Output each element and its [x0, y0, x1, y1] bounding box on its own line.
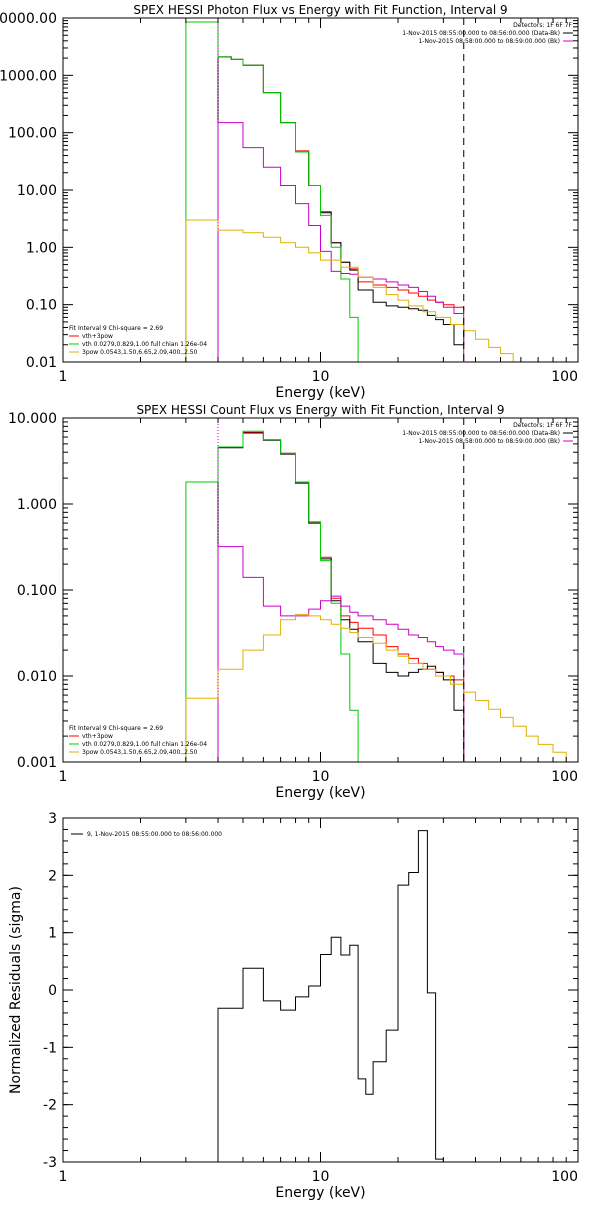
legend-bottom-left-text: 3pow 0.0543,1.50,6.65,2.09,400.,2.50: [82, 749, 198, 756]
legend-bottom-left-text: vth 0.0279,0.829,1.00 full chian 1.26e-0…: [82, 741, 207, 748]
y-tick-label: 0.010: [17, 669, 57, 685]
x-tick-label: 10: [312, 369, 330, 385]
y-tick-label: 0.01: [26, 355, 57, 371]
legend-top-right-text: Detectors: 1F 6F 7F: [513, 422, 572, 429]
legend-bottom-left-text: Fit Interval 9 Chi-square = 2.69: [69, 325, 163, 332]
axes-frame: [62, 817, 579, 1163]
y-tick-label: 0.10: [26, 298, 57, 314]
y-tick-label: 10000.00: [0, 11, 57, 27]
y-tick-label: 3: [48, 811, 57, 827]
series-line-4: [185, 613, 578, 762]
x-tick-label: 100: [551, 1169, 578, 1185]
chart-title: SPEX HESSI Photon Flux vs Energy with Fi…: [133, 3, 507, 17]
series-line-4: [185, 219, 527, 362]
y-tick-label: 1: [48, 926, 57, 942]
y-tick-label: -3: [43, 1155, 57, 1171]
y-tick-label: 1.000: [17, 497, 57, 513]
legend-top-right-text: 1-Nov-2015 08:55:00.000 to 08:56:00.000 …: [402, 30, 560, 37]
plot-area: [185, 430, 578, 762]
legend-bottom-left-text: vth 0.0279,0.829,1.00 full chian 1.26e-0…: [82, 341, 207, 348]
photon-flux-panel: SPEX HESSI Photon Flux vs Energy with Fi…: [0, 3, 579, 401]
x-tick-label: 1: [59, 369, 68, 385]
legend-bottom-left-text: 3pow 0.0543,1.50,6.65,2.09,400.,2.50: [82, 349, 198, 356]
chart-title: SPEX HESSI Count Flux vs Energy with Fit…: [136, 403, 504, 417]
legend-bottom-left-text: vth+3pow: [82, 733, 113, 740]
x-tick-label: 100: [551, 769, 578, 785]
x-tick-label: 10: [312, 769, 330, 785]
y-axis-label: Normalized Residuals (sigma): [8, 886, 24, 1094]
legend-bottom-left-text: vth+3pow: [82, 333, 113, 340]
y-tick-label: 1000.00: [0, 68, 57, 84]
series-line-3: [217, 546, 465, 762]
legend-top-left-text: 9, 1-Nov-2015 08:55:00.000 to 08:56:00.0…: [87, 831, 222, 838]
legend-top-right-text: 1-Nov-2015 08:58:00.000 to 08:59:00.000 …: [418, 438, 560, 445]
y-tick-label: 0: [48, 983, 57, 999]
legend-top-right-text: Detectors: 1F 6F 7F: [513, 22, 572, 29]
legend-top-right-text: 1-Nov-2015 08:58:00.000 to 08:59:00.000 …: [418, 38, 560, 45]
x-axis-label: Energy (keV): [275, 785, 365, 801]
x-tick-label: 1: [59, 1169, 68, 1185]
legend-bottom-left-text: Fit Interval 9 Chi-square = 2.69: [69, 725, 163, 732]
y-tick-label: 100.00: [8, 126, 57, 142]
y-tick-label: 2: [48, 868, 57, 884]
x-tick-label: 1: [59, 769, 68, 785]
plot-area: [185, 21, 527, 362]
series-line-2: [185, 21, 366, 362]
residuals-panel: 1 10 100 -3 -2 -1 0 1 2 3 Energy (keV) Normalized R…: [8, 811, 579, 1201]
series-line-0: [217, 830, 464, 1162]
y-tick-label: 10.00: [17, 183, 57, 199]
legend-top-right-text: 1-Nov-2015 08:55:00.000 to 08:56:00.000 …: [402, 430, 560, 437]
series-line-1: [217, 56, 465, 362]
x-tick-label: 100: [551, 369, 578, 385]
series-line-3: [217, 122, 465, 362]
y-tick-label: -1: [43, 1040, 57, 1056]
y-tick-label: -2: [43, 1098, 57, 1114]
y-tick-label: 1.00: [26, 240, 57, 256]
series-line-0: [217, 56, 465, 362]
x-tick-label: 10: [312, 1169, 330, 1185]
count-flux-panel: SPEX HESSI Count Flux vs Energy with Fit…: [8, 403, 579, 801]
x-axis-label: Energy (keV): [275, 385, 365, 401]
x-axis-label: Energy (keV): [275, 1185, 365, 1200]
y-tick-label: 0.100: [17, 583, 57, 599]
y-tick-label: 0.001: [17, 755, 57, 771]
y-tick-label: 10.000: [8, 411, 57, 427]
plot-area: [217, 830, 464, 1162]
series-line-2: [185, 430, 366, 762]
